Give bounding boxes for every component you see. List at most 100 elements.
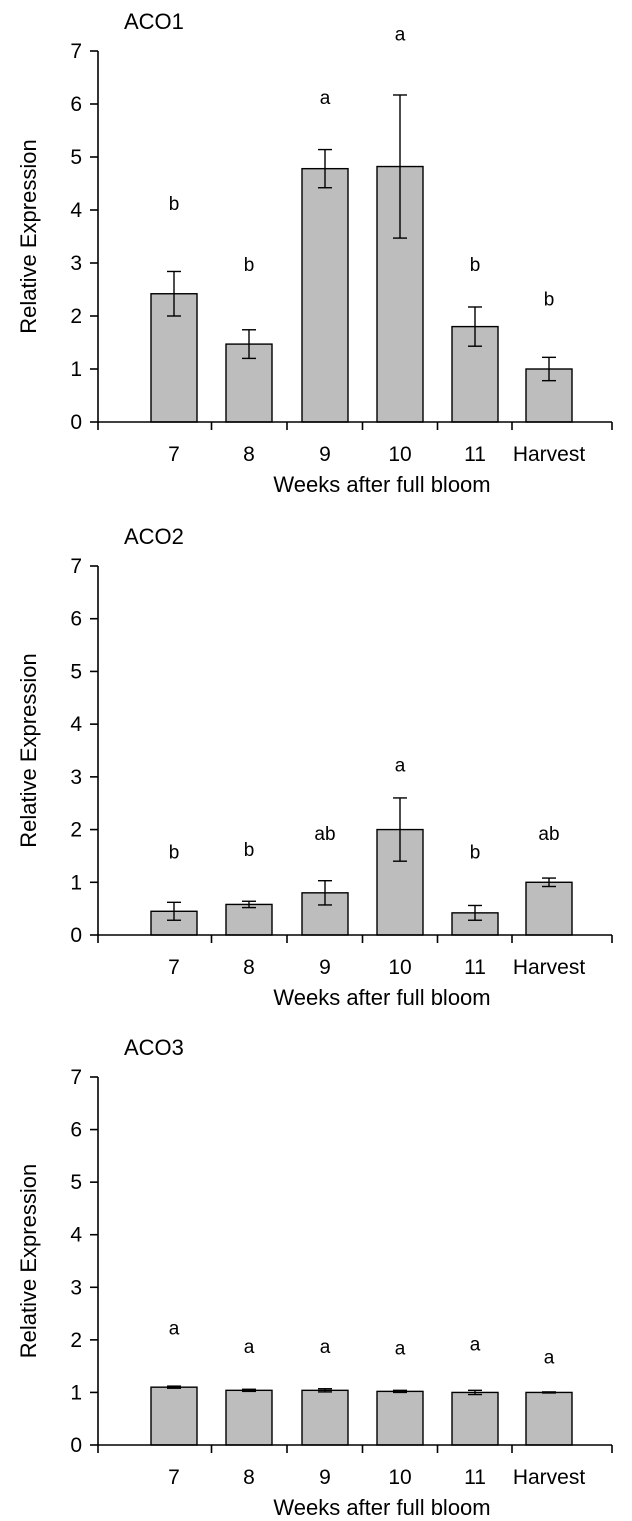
significance-letter: b <box>544 289 555 310</box>
y-axis-title: Relative Expression <box>16 653 41 847</box>
error-bar-harvest <box>542 1391 556 1394</box>
error-bar-8 <box>242 329 256 360</box>
y-tick-label: 5 <box>70 660 82 683</box>
error-bar-7 <box>167 270 181 317</box>
panel-title: ACO2 <box>124 524 184 549</box>
x-tick-label: Harvest <box>513 1466 586 1489</box>
y-tick-label: 0 <box>70 411 82 434</box>
significance-letter: b <box>470 255 481 276</box>
y-tick-label: 7 <box>70 555 82 578</box>
significance-letter: b <box>169 843 180 864</box>
x-tick-label: 9 <box>319 956 331 979</box>
x-tick-label: 8 <box>243 443 255 466</box>
error-bar-7 <box>167 1385 181 1389</box>
significance-letter: a <box>320 1337 331 1358</box>
bar-11 <box>451 1391 499 1446</box>
y-tick-label: 6 <box>70 93 82 116</box>
significance-letter: ab <box>314 824 335 845</box>
y-tick-label: 2 <box>70 819 82 842</box>
chart-panel-aco1: ACO1 b b a a b b 0 1 2 3 4 5 6 7 7 8 9 10 11 Harvest Weeks af… <box>16 9 613 497</box>
x-tick-label: 8 <box>243 956 255 979</box>
bar-9 <box>301 1389 349 1446</box>
significance-letter: a <box>320 88 331 109</box>
significance-letter: b <box>244 255 255 276</box>
x-axis-title: Weeks after full bloom <box>273 985 490 1010</box>
y-axis-title: Relative Expression <box>16 1164 41 1358</box>
y-tick-label: 4 <box>70 713 82 736</box>
y-tick-label: 4 <box>70 199 82 222</box>
x-tick-label: 8 <box>243 1466 255 1489</box>
error-bar-11 <box>468 1389 482 1396</box>
error-bar-10 <box>393 797 407 862</box>
y-tick-label: 2 <box>70 305 82 328</box>
significance-letter: ab <box>538 824 559 845</box>
x-axis-title: Weeks after full bloom <box>273 1495 490 1520</box>
y-tick-label: 0 <box>70 924 82 947</box>
error-bar-9 <box>318 1388 332 1393</box>
error-bar-8 <box>242 1388 256 1393</box>
bar-harvest <box>525 1391 573 1446</box>
significance-letter: a <box>470 1334 481 1355</box>
x-tick-label: 11 <box>464 1466 486 1489</box>
error-bar-9 <box>318 880 332 906</box>
chart-panel-aco3: ACO3 a a a a a a 0 1 2 3 4 5 6 7 7 8 9 10 11 Harvest Weeks af… <box>16 1035 613 1520</box>
y-tick-label: 4 <box>70 1224 82 1247</box>
y-tick-label: 5 <box>70 1171 82 1194</box>
error-bar-7 <box>167 901 181 921</box>
significance-letter: a <box>395 24 406 45</box>
error-bar-10 <box>393 94 407 239</box>
x-tick-label: 11 <box>464 443 486 466</box>
error-bar-8 <box>242 900 256 909</box>
y-tick-label: 7 <box>70 40 82 63</box>
significance-letter: b <box>169 194 180 215</box>
error-bar-harvest <box>542 356 556 382</box>
bar-8 <box>225 1389 273 1446</box>
y-axis-title: Relative Expression <box>16 139 41 333</box>
y-tick-label: 6 <box>70 1119 82 1142</box>
error-bar-11 <box>468 904 482 921</box>
x-tick-label: 7 <box>168 956 180 979</box>
x-tick-label: Harvest <box>513 443 586 466</box>
y-tick-label: 6 <box>70 608 82 631</box>
x-tick-label: 10 <box>388 1466 411 1489</box>
y-tick-label: 0 <box>70 1434 82 1457</box>
y-tick-label: 1 <box>70 358 82 381</box>
error-bar-9 <box>318 148 332 189</box>
x-tick-label: 7 <box>168 443 180 466</box>
x-tick-label: Harvest <box>513 956 586 979</box>
bar-7 <box>150 1386 198 1446</box>
x-tick-label: 10 <box>388 443 411 466</box>
panel-title: ACO1 <box>124 9 184 34</box>
y-tick-label: 1 <box>70 1381 82 1404</box>
significance-letter: a <box>544 1348 555 1369</box>
x-axis-title: Weeks after full bloom <box>273 472 490 497</box>
error-bar-harvest <box>542 877 556 888</box>
x-tick-label: 7 <box>168 1466 180 1489</box>
significance-letter: a <box>169 1319 180 1340</box>
x-tick-label: 10 <box>388 956 411 979</box>
y-tick-label: 2 <box>70 1329 82 1352</box>
bar-9 <box>301 167 349 423</box>
error-bar-10 <box>393 1389 407 1394</box>
y-tick-label: 3 <box>70 766 82 789</box>
panel-title: ACO3 <box>124 1035 184 1060</box>
bar-10 <box>376 1390 424 1446</box>
significance-letter: a <box>244 1337 255 1358</box>
y-tick-label: 7 <box>70 1066 82 1089</box>
y-tick-label: 5 <box>70 146 82 169</box>
significance-letter: a <box>395 1339 406 1360</box>
significance-letter: b <box>470 843 481 864</box>
y-tick-label: 3 <box>70 252 82 275</box>
y-tick-label: 3 <box>70 1276 82 1299</box>
x-tick-label: 11 <box>464 956 486 979</box>
significance-letter: b <box>244 840 255 861</box>
error-bar-11 <box>468 306 482 347</box>
bar-harvest <box>525 881 573 936</box>
bar-8 <box>225 903 273 936</box>
y-tick-label: 1 <box>70 871 82 894</box>
x-tick-label: 9 <box>319 1466 331 1489</box>
x-tick-label: 9 <box>319 443 331 466</box>
